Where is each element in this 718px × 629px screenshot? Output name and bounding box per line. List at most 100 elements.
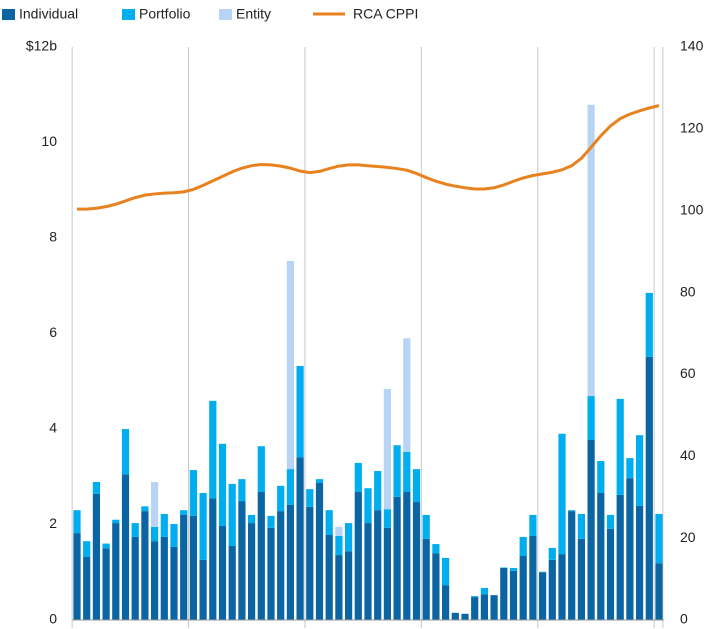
bar-segment bbox=[228, 483, 236, 546]
bar-segment bbox=[218, 525, 227, 620]
bar-segment bbox=[451, 612, 459, 620]
bar-segment bbox=[403, 492, 411, 620]
bar-segment bbox=[102, 543, 110, 549]
legend-label: Individual bbox=[19, 6, 78, 22]
bar-segment bbox=[509, 567, 518, 571]
bar-segment bbox=[151, 482, 159, 527]
bar-segment bbox=[490, 595, 498, 620]
bar-segment bbox=[606, 514, 615, 529]
legend-swatch bbox=[122, 9, 135, 20]
bar-segment bbox=[529, 535, 537, 620]
legend-label: Entity bbox=[236, 6, 271, 22]
bar-segment bbox=[558, 554, 566, 620]
bar-segment bbox=[568, 510, 576, 512]
bar-segment bbox=[374, 471, 382, 511]
bar-segment bbox=[412, 502, 421, 620]
bar-segment bbox=[325, 510, 333, 536]
y-tick-label: 2 bbox=[49, 515, 57, 531]
bar-segment bbox=[364, 523, 372, 620]
bar-segment bbox=[383, 388, 391, 510]
bar-segment bbox=[354, 492, 362, 620]
y2-tick-label: 60 bbox=[680, 365, 696, 381]
bar-segment bbox=[655, 513, 663, 564]
bar-segment bbox=[606, 528, 615, 620]
bar-segment bbox=[257, 446, 265, 493]
y2-tick-label: 140 bbox=[680, 38, 704, 54]
bar-segment bbox=[480, 594, 488, 620]
bar-segment bbox=[558, 433, 566, 555]
bar-segment bbox=[587, 439, 595, 620]
bar-segment bbox=[248, 523, 256, 620]
bar-segment bbox=[286, 504, 294, 620]
legend-swatch bbox=[2, 9, 15, 20]
bar-segment bbox=[189, 515, 197, 620]
bar-segment bbox=[412, 469, 421, 503]
bar-segment bbox=[422, 538, 430, 620]
bar-segment bbox=[83, 556, 91, 620]
bar-segment bbox=[597, 460, 605, 493]
bar-segment bbox=[577, 513, 585, 539]
bar-segment bbox=[519, 536, 527, 557]
bar-segment bbox=[568, 511, 576, 620]
bar-segment bbox=[209, 498, 217, 620]
legend-label: Portfolio bbox=[139, 6, 191, 22]
bar-segment bbox=[277, 511, 285, 620]
bar-segment bbox=[354, 462, 362, 493]
bar-segment bbox=[112, 519, 120, 524]
bar-segment bbox=[315, 482, 324, 620]
y2-tick-label: 20 bbox=[680, 529, 696, 545]
y-tick-label: 6 bbox=[49, 324, 57, 340]
bar-segment bbox=[393, 445, 401, 497]
bar-segment bbox=[199, 492, 207, 560]
bar-segment bbox=[345, 551, 353, 620]
y-tick-label: 10 bbox=[41, 133, 57, 149]
bar-segment bbox=[645, 356, 653, 620]
bar-segment bbox=[364, 488, 372, 524]
bar-segment bbox=[286, 469, 294, 505]
bar-segment bbox=[509, 570, 518, 620]
bar-segment bbox=[102, 548, 110, 620]
bar-segment bbox=[422, 514, 430, 539]
bar-segment bbox=[131, 536, 139, 620]
bar-segment bbox=[432, 544, 440, 554]
bar-segment bbox=[655, 563, 663, 620]
bar-segment bbox=[170, 546, 178, 620]
bar-segment bbox=[383, 509, 391, 528]
bar-segment bbox=[335, 526, 343, 536]
bar-segment bbox=[442, 557, 450, 586]
bar-segment bbox=[636, 505, 644, 620]
bar-segment bbox=[180, 510, 188, 515]
bar-segment bbox=[616, 494, 624, 620]
bar-segment bbox=[151, 541, 159, 620]
bar-segment bbox=[238, 479, 246, 502]
legend-label: RCA CPPI bbox=[353, 6, 418, 22]
bar-segment bbox=[519, 556, 527, 620]
bar-segment bbox=[335, 555, 343, 620]
bar-segment bbox=[141, 511, 149, 620]
bar-segment bbox=[296, 365, 304, 458]
bar-segment bbox=[238, 501, 246, 620]
bar-segment bbox=[577, 538, 585, 620]
bar-segment bbox=[626, 458, 634, 479]
bar-segment bbox=[325, 535, 333, 620]
cppi-line bbox=[77, 104, 660, 211]
y2-tick-label: 100 bbox=[680, 201, 704, 217]
bar-segment bbox=[548, 559, 556, 620]
bar-segment bbox=[403, 338, 411, 452]
bar-segment bbox=[587, 104, 595, 397]
bar-segment bbox=[180, 514, 188, 620]
bar-segment bbox=[529, 514, 537, 536]
bar-segment bbox=[228, 545, 236, 620]
bar-segment bbox=[345, 523, 353, 552]
bar-segment bbox=[500, 567, 508, 620]
legend-swatch bbox=[219, 9, 232, 20]
bar-segment bbox=[170, 524, 178, 547]
bar-segment bbox=[480, 588, 488, 595]
bar-segment bbox=[257, 492, 265, 620]
bar-segment bbox=[471, 596, 479, 598]
bar-segment bbox=[160, 513, 168, 537]
bar-segment bbox=[306, 489, 314, 507]
bar-segment bbox=[160, 536, 168, 620]
bar-segment bbox=[248, 514, 256, 524]
